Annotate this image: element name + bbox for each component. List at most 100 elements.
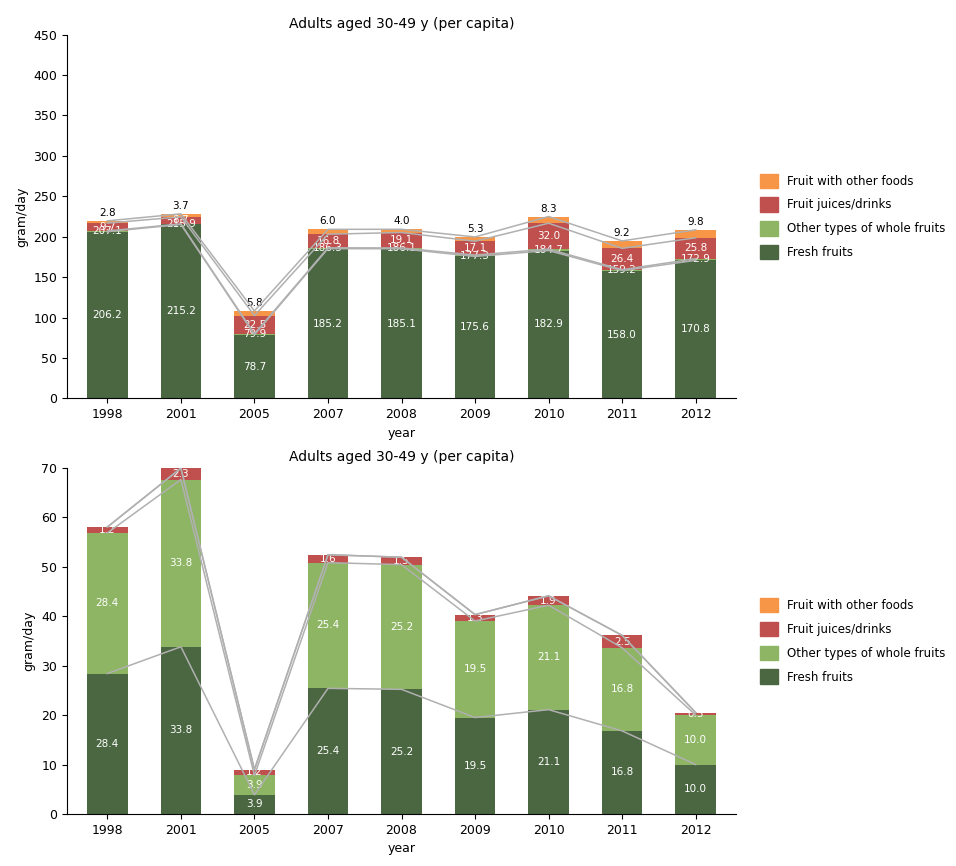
Y-axis label: gram/day: gram/day <box>14 186 28 247</box>
Text: 22.5: 22.5 <box>243 320 266 330</box>
Text: 215.2: 215.2 <box>166 307 196 316</box>
Bar <box>529 249 569 250</box>
X-axis label: year: year <box>387 427 416 440</box>
Text: 1.2: 1.2 <box>246 767 263 778</box>
Bar <box>455 256 495 398</box>
Bar <box>381 689 422 814</box>
Text: 8.7: 8.7 <box>173 216 189 225</box>
Text: 8.3: 8.3 <box>540 204 557 214</box>
Text: 6.0: 6.0 <box>319 216 337 226</box>
Bar <box>676 715 716 765</box>
Text: 32.0: 32.0 <box>537 231 560 241</box>
Text: 1.3: 1.3 <box>467 613 484 623</box>
Bar <box>676 765 716 814</box>
Bar <box>87 232 127 398</box>
X-axis label: year: year <box>387 843 416 856</box>
Bar <box>676 259 716 261</box>
Text: 3.7: 3.7 <box>173 201 189 211</box>
Text: 21.1: 21.1 <box>537 652 560 662</box>
Text: 25.4: 25.4 <box>316 746 339 756</box>
Legend: Fruit with other foods, Fruit juices/drinks, Other types of whole fruits, Fresh : Fruit with other foods, Fruit juices/dri… <box>755 169 950 264</box>
Text: 25.4: 25.4 <box>316 621 339 630</box>
Text: 33.8: 33.8 <box>169 559 192 568</box>
Bar <box>381 232 422 248</box>
Bar <box>234 795 274 814</box>
Title: Adults aged 30-49 y (per capita): Adults aged 30-49 y (per capita) <box>289 449 514 463</box>
Text: 79.9: 79.9 <box>243 329 266 339</box>
Bar <box>529 250 569 398</box>
Bar <box>676 261 716 398</box>
Text: 1.5: 1.5 <box>393 556 410 565</box>
Text: 16.8: 16.8 <box>611 767 634 778</box>
Bar <box>87 223 127 231</box>
Bar <box>161 480 201 647</box>
Text: 19.5: 19.5 <box>464 664 487 675</box>
Bar <box>676 229 716 238</box>
Bar <box>455 718 495 814</box>
Bar <box>308 249 348 398</box>
Text: 0.5: 0.5 <box>687 709 704 719</box>
Bar <box>529 709 569 814</box>
Text: 158.0: 158.0 <box>607 329 637 339</box>
Text: 10.0: 10.0 <box>684 735 707 745</box>
Bar <box>602 636 642 648</box>
Bar <box>381 557 422 565</box>
Bar <box>529 216 569 223</box>
Bar <box>602 241 642 249</box>
Text: 185.2: 185.2 <box>313 319 343 328</box>
Bar <box>308 555 348 563</box>
Text: 3.9: 3.9 <box>246 780 263 790</box>
Text: 26.4: 26.4 <box>611 254 634 264</box>
Text: 172.9: 172.9 <box>681 255 710 264</box>
Bar <box>529 605 569 709</box>
Bar <box>381 249 422 398</box>
Text: 185.1: 185.1 <box>386 319 417 328</box>
Bar <box>676 713 716 715</box>
Bar <box>602 731 642 814</box>
Text: 5.8: 5.8 <box>246 298 263 308</box>
Y-axis label: gram/day: gram/day <box>23 611 35 671</box>
Bar <box>161 469 201 480</box>
Text: 170.8: 170.8 <box>681 325 710 334</box>
Text: 4.0: 4.0 <box>393 216 410 226</box>
Text: 2.3: 2.3 <box>173 469 189 479</box>
Bar <box>455 255 495 256</box>
Text: 1.2: 1.2 <box>99 525 116 535</box>
Bar <box>676 238 716 259</box>
Text: 215.9: 215.9 <box>166 219 196 229</box>
Text: 25.8: 25.8 <box>684 243 707 253</box>
Text: 10.0: 10.0 <box>684 785 707 794</box>
Bar <box>529 596 569 605</box>
Text: 21.1: 21.1 <box>537 757 560 766</box>
Text: 25.2: 25.2 <box>390 746 413 757</box>
Text: 19.5: 19.5 <box>464 761 487 771</box>
Bar <box>455 237 495 242</box>
Text: 16.8: 16.8 <box>316 236 339 246</box>
Bar <box>602 249 642 269</box>
Bar <box>161 647 201 814</box>
Text: 3.9: 3.9 <box>246 799 263 810</box>
Text: 186.1: 186.1 <box>386 243 417 254</box>
Bar <box>308 234 348 248</box>
Text: 1.6: 1.6 <box>319 553 337 564</box>
Bar <box>602 269 642 271</box>
Bar <box>455 242 495 255</box>
Text: 9.8: 9.8 <box>687 216 704 227</box>
Bar <box>455 615 495 621</box>
Bar <box>161 216 201 223</box>
Title: Adults aged 30-49 y (per capita): Adults aged 30-49 y (per capita) <box>289 16 514 30</box>
Bar <box>234 770 274 775</box>
Text: 159.2: 159.2 <box>607 265 637 275</box>
Text: 186.3: 186.3 <box>313 243 343 253</box>
Text: 2.8: 2.8 <box>99 208 116 218</box>
Bar <box>381 565 422 689</box>
Text: 206.2: 206.2 <box>93 310 122 320</box>
Legend: Fruit with other foods, Fruit juices/drinks, Other types of whole fruits, Fresh : Fruit with other foods, Fruit juices/dri… <box>755 593 950 688</box>
Text: 184.7: 184.7 <box>533 245 563 255</box>
Bar <box>87 221 127 223</box>
Text: 33.8: 33.8 <box>169 726 192 735</box>
Bar <box>234 315 274 333</box>
Bar <box>234 775 274 795</box>
Text: 19.1: 19.1 <box>390 236 413 245</box>
Text: 1.9: 1.9 <box>540 596 557 605</box>
